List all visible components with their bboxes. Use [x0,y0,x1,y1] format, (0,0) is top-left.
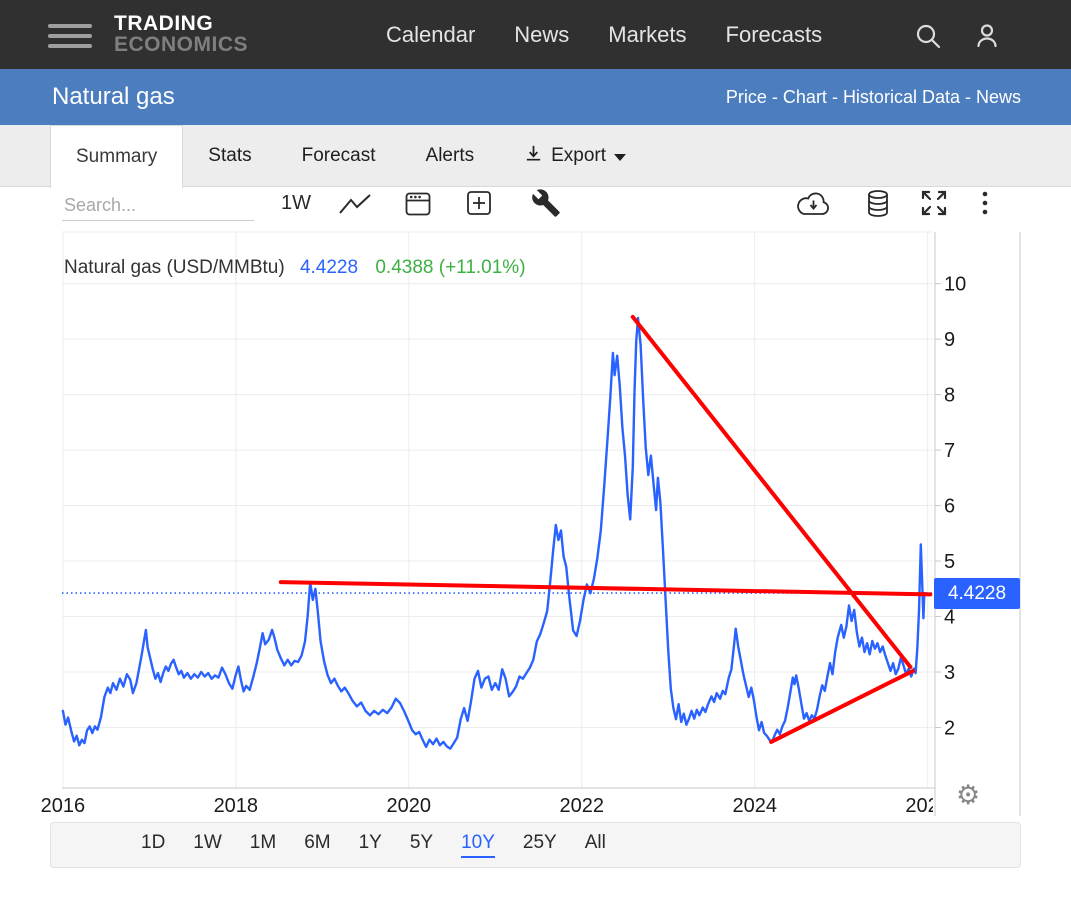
cloud-download-icon[interactable] [795,190,833,223]
range-1d[interactable]: 1D [141,832,166,853]
indicators-panel-icon[interactable] [403,189,433,224]
fullscreen-icon[interactable] [917,186,951,225]
user-account-icon[interactable] [972,21,1002,56]
gear-icon[interactable]: ⚙ [956,780,981,811]
page-title: Natural gas [52,83,175,110]
tab-forecast[interactable]: Forecast [301,144,376,166]
last-price-badge: 4.4228 [934,578,1020,609]
trend-line [278,580,933,597]
nav-link-news[interactable]: News [514,21,570,47]
y-axis-label: 3 [944,662,955,684]
range-5y[interactable]: 5Y [409,832,434,853]
data-source-icon[interactable] [863,188,893,225]
nav-link-markets[interactable]: Markets [608,21,687,47]
header-link-news[interactable]: News [975,87,1021,107]
header-quick-links: Price - Chart - Historical Data - News [726,87,1021,108]
tab-alerts[interactable]: Alerts [425,144,475,166]
chart-type-line-icon[interactable] [337,192,373,223]
header-link-separator: - [826,87,843,107]
y-axis-label: 9 [944,329,955,351]
price-scale-background [933,228,1071,822]
symbol-search-input[interactable] [62,190,254,221]
series-line [61,316,926,750]
trend-line [630,314,913,670]
header-link-separator: - [766,87,783,107]
y-axis-label: 8 [944,385,955,407]
page-header: Natural gas Price - Chart - Historical D… [0,69,1071,125]
y-axis-label: 4 [944,607,955,629]
y-axis-label: 2 [944,718,955,740]
y-axis-label: 10 [944,274,966,296]
interval-selector[interactable]: 1W [281,192,311,214]
legend-change: 0.4388 (+11.01%) [375,257,526,278]
range-all[interactable]: All [584,832,606,853]
tab-summary[interactable]: Summary [50,125,184,188]
header-link-historical-data[interactable]: Historical Data [842,87,960,107]
price-chart[interactable]: 2016 2018 2020 2022 2024 2026 2 3 4 5 6 7 8 9 10 Natur… [0,228,1071,822]
range-1y[interactable]: 1Y [358,832,382,853]
top-navbar: TRADING ECONOMICS Calendar News Markets … [0,0,1071,69]
range-1m[interactable]: 1M [249,832,277,853]
header-link-separator: - [959,87,976,107]
x-axis-label: 2022 [560,795,605,817]
hamburger-menu-icon[interactable] [48,24,92,48]
tab-stats[interactable]: Stats [208,144,252,166]
x-axis-label: 2016 [41,795,86,817]
more-options-kebab-icon[interactable] [977,188,993,225]
range-6m[interactable]: 6M [304,832,331,853]
tab-bar: Summary Stats Forecast Alerts Export [0,125,1071,188]
chart-toolbar: 1W [0,188,1071,228]
nav-links: Calendar News Markets Forecasts [386,0,822,69]
trading-economics-logo[interactable]: TRADING ECONOMICS [114,13,248,56]
x-axis-label: 2018 [214,795,259,817]
range-10y[interactable]: 10Y [461,832,495,858]
y-axis-label: 6 [944,496,955,518]
range-25y[interactable]: 25Y [522,832,557,853]
compare-add-icon[interactable] [464,188,494,223]
chevron-down-icon [614,153,627,161]
logo-line1: TRADING [114,12,214,35]
legend-last-value: 4.4228 [299,257,359,278]
logo-line2: ECONOMICS [114,33,249,57]
settings-wrench-icon[interactable] [531,188,561,223]
tab-export[interactable]: Export [499,125,651,186]
search-icon[interactable] [913,21,943,56]
header-link-price[interactable]: Price [725,87,767,107]
range-1w[interactable]: 1W [193,832,222,853]
x-axis-label: 2020 [387,795,432,817]
range-selector: 1D 1W 1M 6M 1Y 5Y 10Y 25Y All [50,822,1021,868]
nav-link-calendar[interactable]: Calendar [386,21,476,47]
chart-legend: Natural gas (USD/MMBtu) 4.4228 0.4388 (+… [64,257,526,279]
legend-series-name: Natural gas (USD/MMBtu) [64,257,285,278]
x-axis-label: 2024 [732,795,777,817]
download-icon [524,144,543,169]
header-link-chart[interactable]: Chart [782,87,827,107]
y-axis-label: 5 [944,551,955,573]
trend-line [769,668,915,744]
nav-link-forecasts[interactable]: Forecasts [725,21,823,47]
y-axis-label: 7 [944,440,955,462]
